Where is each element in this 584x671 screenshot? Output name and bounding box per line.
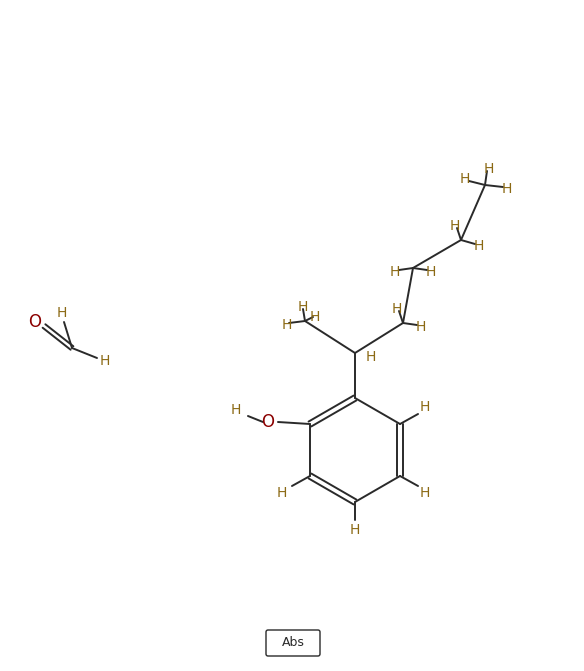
Text: H: H — [420, 400, 430, 414]
Text: O: O — [262, 413, 274, 431]
Text: H: H — [282, 318, 292, 332]
Text: H: H — [392, 302, 402, 316]
FancyBboxPatch shape — [266, 630, 320, 656]
Text: H: H — [474, 239, 484, 253]
Text: H: H — [277, 486, 287, 500]
Text: H: H — [426, 265, 436, 279]
Text: H: H — [310, 310, 320, 324]
Text: H: H — [460, 172, 470, 186]
Text: H: H — [450, 219, 460, 233]
Text: Abs: Abs — [281, 637, 304, 650]
Text: H: H — [416, 320, 426, 334]
Text: H: H — [350, 523, 360, 537]
Text: O: O — [29, 313, 41, 331]
Text: H: H — [502, 182, 512, 196]
Text: H: H — [366, 350, 376, 364]
Text: H: H — [231, 403, 241, 417]
Text: H: H — [484, 162, 494, 176]
Text: H: H — [100, 354, 110, 368]
Text: H: H — [390, 265, 400, 279]
Text: H: H — [298, 300, 308, 314]
Text: H: H — [57, 306, 67, 320]
Text: H: H — [420, 486, 430, 500]
